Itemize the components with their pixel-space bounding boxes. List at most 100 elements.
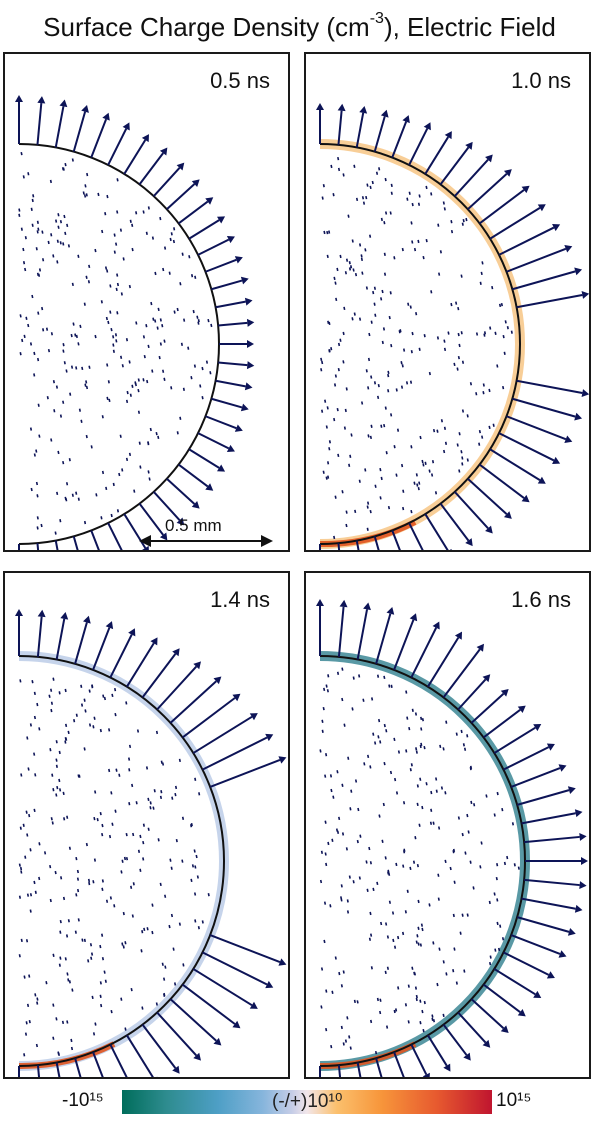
field-dot [352, 676, 355, 680]
field-dot [25, 939, 29, 943]
field-dot [71, 158, 74, 162]
field-dot [408, 726, 411, 731]
field-dot [142, 210, 145, 214]
field-dot [333, 417, 336, 422]
field-dot [326, 230, 329, 235]
field-dot [325, 989, 328, 993]
field-arrow [215, 379, 246, 388]
field-dot [420, 742, 423, 747]
cathode-boundary [319, 143, 521, 545]
field-dot [125, 399, 129, 404]
field-dot [346, 910, 350, 914]
field-dot [343, 426, 347, 430]
field-arrowhead [213, 676, 222, 685]
field-dot [62, 400, 65, 404]
field-dot [432, 428, 436, 433]
field-dot [456, 367, 459, 371]
field-arrow [211, 397, 243, 409]
field-dot [99, 811, 102, 816]
field-dot [94, 790, 97, 794]
field-dot [379, 496, 382, 500]
field-dot [449, 866, 452, 871]
field-dot [175, 838, 178, 843]
field-dot [360, 257, 364, 262]
field-dot [163, 992, 166, 997]
field-dot [188, 255, 191, 259]
field-arrowhead [443, 1063, 451, 1072]
field-dot [147, 344, 150, 349]
field-arrowhead [232, 693, 241, 702]
field-dot [20, 227, 23, 231]
field-dot [40, 523, 43, 528]
field-dot [122, 911, 125, 916]
field-dot [103, 970, 106, 974]
field-dot [348, 261, 351, 265]
field-dot [34, 773, 37, 777]
field-dot [31, 680, 34, 684]
field-dot [327, 320, 330, 324]
field-dot [445, 720, 448, 724]
colorbar-min-label: -10¹⁵ [62, 1090, 104, 1111]
field-dot [326, 689, 329, 693]
field-arrow [373, 536, 380, 550]
field-dot [393, 1009, 396, 1014]
field-dot [401, 247, 404, 252]
field-dot [325, 1027, 328, 1032]
field-arrowhead [444, 131, 452, 140]
field-dot [374, 741, 377, 745]
field-dot [336, 267, 339, 272]
field-dot [86, 172, 89, 177]
field-dot [114, 809, 117, 813]
field-dot [68, 980, 71, 984]
field-arrow [218, 321, 248, 327]
field-dot [341, 697, 344, 702]
field-dot [416, 784, 419, 788]
field-dot [93, 858, 97, 862]
field-dot [128, 768, 131, 772]
field-dot [340, 984, 343, 988]
field-dot [101, 229, 104, 234]
field-dot [503, 861, 507, 866]
field-dot [432, 821, 435, 825]
field-dot [38, 434, 41, 438]
field-dot [24, 267, 27, 272]
field-arrowhead [422, 1072, 430, 1077]
field-dot [70, 1038, 73, 1043]
field-dot [193, 849, 196, 853]
field-dot [395, 473, 398, 477]
field-dot [41, 230, 44, 234]
field-dot [197, 319, 200, 323]
field-dot [120, 870, 123, 874]
field-dot [401, 364, 404, 368]
field-arrowhead [176, 162, 185, 171]
field-dot [323, 230, 326, 235]
field-dot [506, 855, 509, 860]
field-arrowhead [159, 532, 168, 541]
field-dot [349, 454, 352, 458]
field-dot [101, 832, 104, 837]
field-dot [26, 1003, 30, 1008]
field-dot [390, 684, 393, 688]
field-dot [331, 838, 334, 842]
field-dot [137, 388, 140, 393]
field-dot [501, 807, 504, 812]
field-dot [469, 860, 472, 864]
field-dot [135, 211, 138, 215]
field-dot [370, 320, 373, 324]
field-dot [400, 385, 404, 389]
field-dot [31, 223, 34, 227]
field-arrow [55, 618, 66, 660]
field-dot [74, 333, 77, 337]
field-dot [91, 685, 94, 689]
field-dot [125, 857, 129, 861]
field-dot [432, 1019, 436, 1023]
field-dot [415, 940, 418, 944]
field-dot [38, 727, 41, 731]
field-dot [394, 1008, 398, 1012]
field-dot [62, 242, 65, 246]
field-dot [162, 369, 165, 373]
field-dot [328, 440, 332, 444]
field-arrow [90, 118, 108, 158]
field-dot [435, 789, 438, 793]
field-arrowhead [380, 109, 389, 118]
